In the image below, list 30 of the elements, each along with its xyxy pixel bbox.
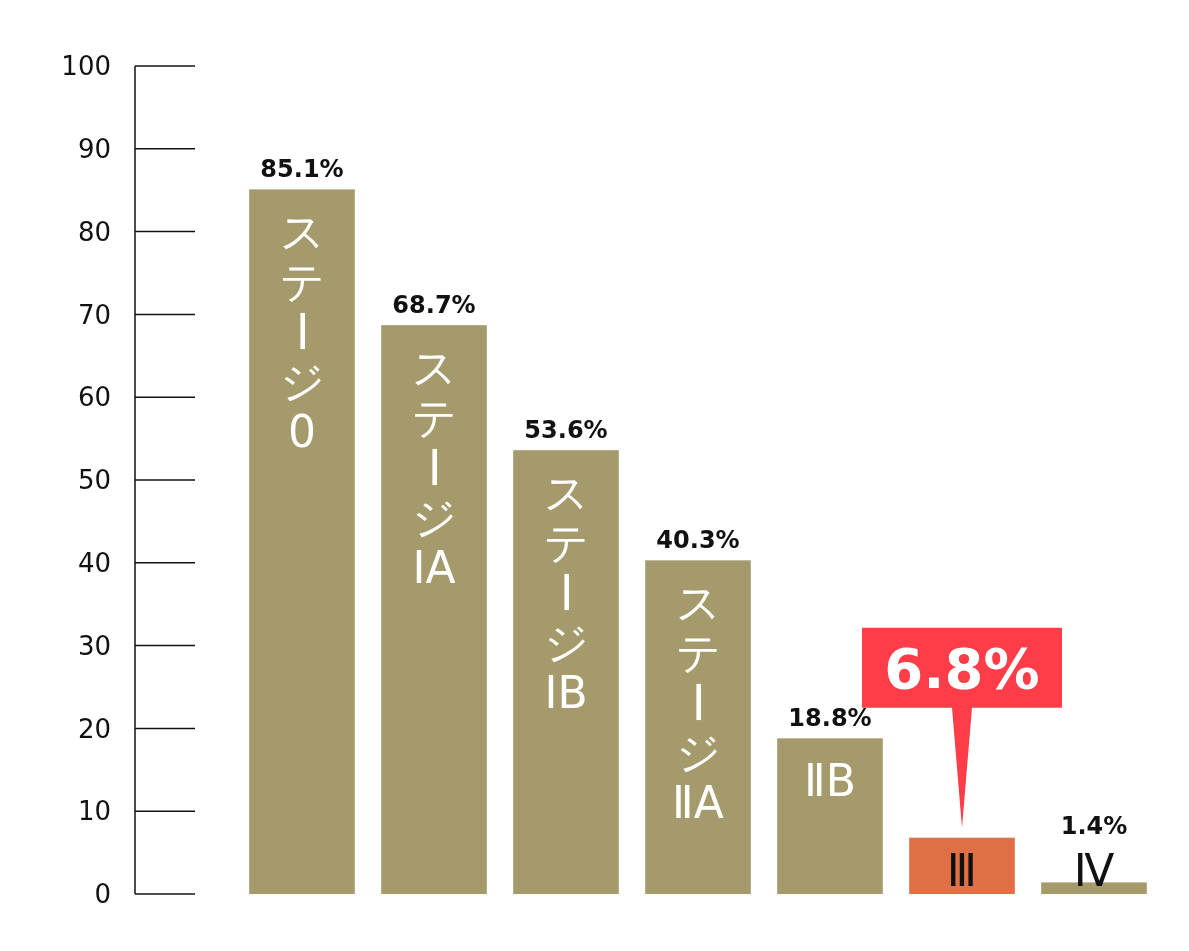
- bar: [645, 560, 751, 894]
- x-tick-label: ステージⅠA: [408, 342, 459, 594]
- x-tick-label: ⅡB: [804, 755, 856, 807]
- x-tick-label: Ⅳ: [1073, 845, 1115, 896]
- y-tick-label: 10: [77, 796, 111, 827]
- data-label: 40.3%: [656, 526, 740, 555]
- y-tick-label: 20: [77, 713, 111, 744]
- y-tick-label: 70: [77, 299, 111, 330]
- bar: [513, 450, 619, 894]
- data-label: 85.1%: [260, 155, 344, 184]
- y-tick-label: 40: [77, 547, 111, 578]
- y-tick-label: 30: [77, 630, 111, 661]
- y-tick-label: 90: [77, 133, 111, 164]
- bar: [381, 325, 487, 894]
- x-tick-label: Ⅲ: [946, 845, 978, 896]
- y-tick-label: 100: [61, 51, 111, 82]
- y-tick-label: 80: [77, 216, 111, 247]
- x-tick-label: ステージ0: [276, 206, 327, 458]
- data-label: 53.6%: [524, 416, 608, 445]
- bar: [249, 189, 355, 894]
- data-label: 6.8%: [884, 635, 1040, 701]
- y-tick-label: 60: [77, 382, 111, 413]
- data-label: 1.4%: [1060, 812, 1128, 840]
- x-tick-label: ステージⅡA: [672, 577, 724, 829]
- y-tick-label: 50: [77, 465, 111, 496]
- y-tick-label: 0: [94, 879, 111, 910]
- bar: [909, 837, 1015, 894]
- data-label: 68.7%: [392, 291, 476, 320]
- x-tick-label: ステージⅠB: [540, 467, 591, 719]
- data-label: 18.8%: [788, 704, 872, 733]
